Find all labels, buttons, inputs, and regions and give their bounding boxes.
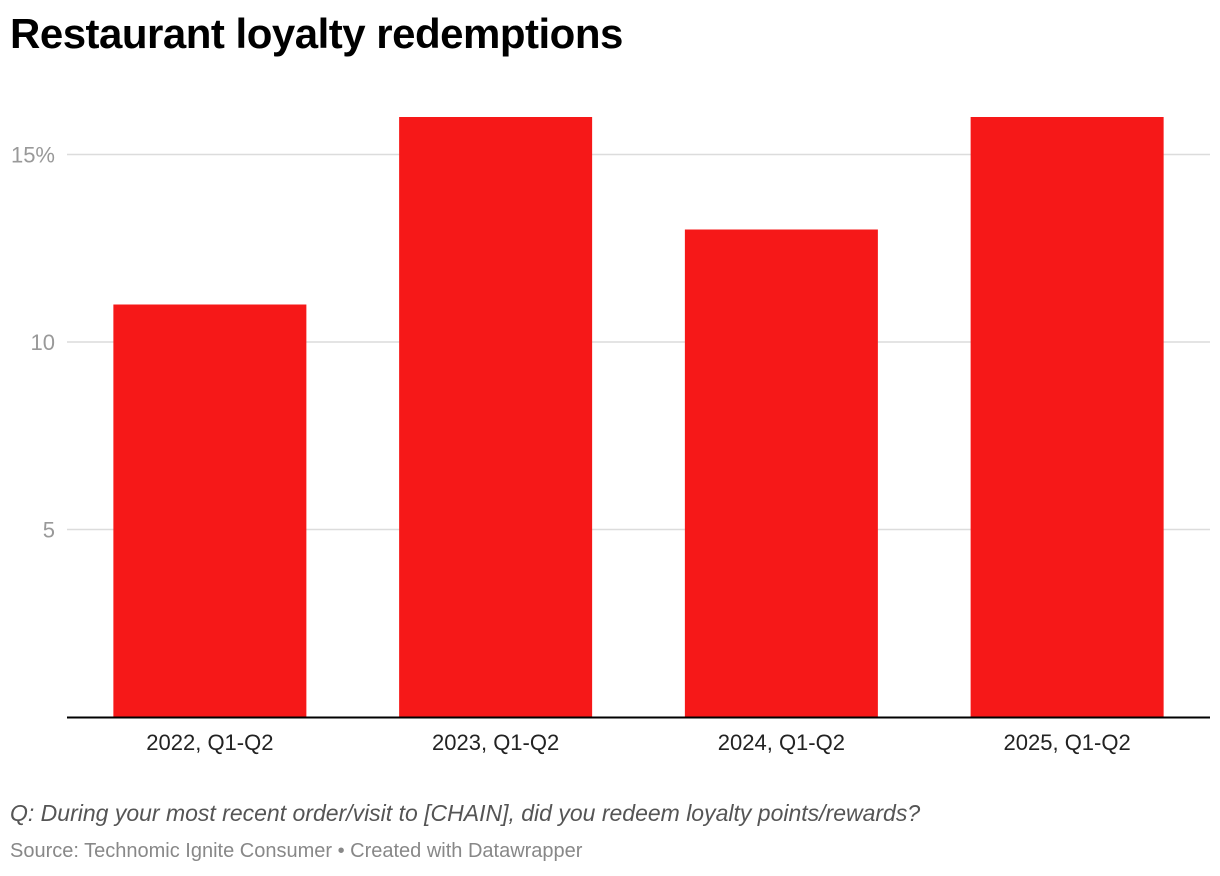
x-tick-label: 2024, Q1-Q2 [718, 730, 845, 755]
bar [399, 117, 593, 717]
y-tick-label: 10 [31, 330, 55, 355]
x-tick-label: 2022, Q1-Q2 [146, 730, 273, 755]
bars [113, 117, 1164, 717]
bar [113, 304, 307, 717]
bar [970, 117, 1164, 717]
bar [684, 229, 878, 717]
x-tick-label: 2025, Q1-Q2 [1004, 730, 1131, 755]
chart-source: Source: Technomic Ignite Consumer • Crea… [10, 840, 583, 862]
chart-notes: Q: During your most recent order/visit t… [10, 800, 921, 826]
x-axis-labels: 2022, Q1-Q2 2023, Q1-Q2 2024, Q1-Q2 2025, Q… [146, 730, 1130, 755]
x-tick-label: 2023, Q1-Q2 [432, 730, 559, 755]
y-tick-label: 15% [11, 143, 55, 168]
y-tick-label: 5 [43, 518, 55, 543]
chart-title: Restaurant loyalty redemptions [10, 10, 623, 57]
